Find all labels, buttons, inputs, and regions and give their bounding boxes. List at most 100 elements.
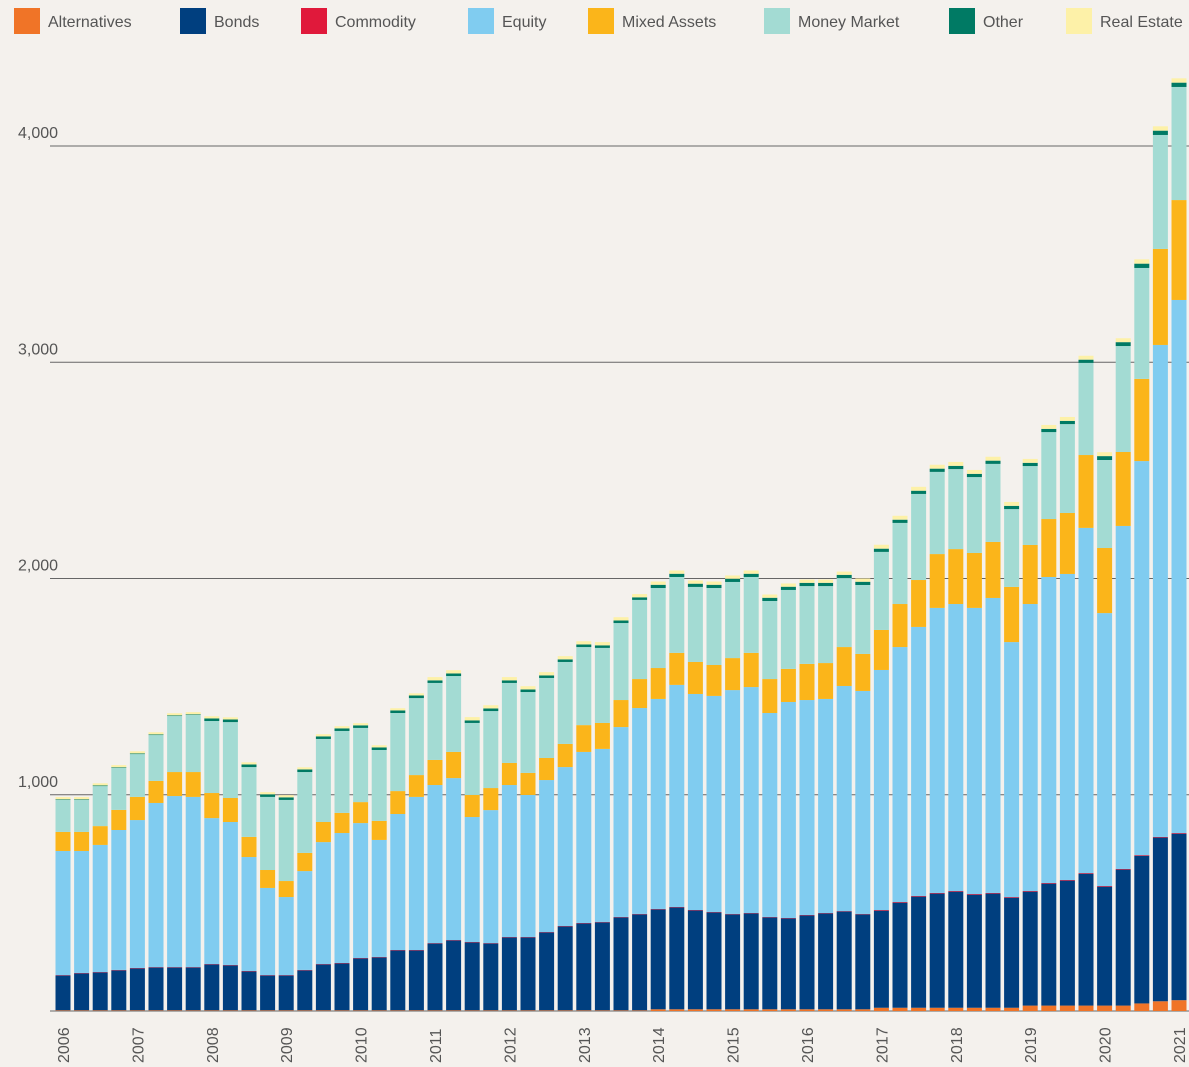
bar-segment [464,942,480,1011]
bar-segment [520,794,536,938]
bar-segment [1115,525,1131,869]
bar-segment [446,751,462,779]
bar-segment [576,923,592,1011]
bar-segment [539,757,555,781]
bar-segment [390,708,406,711]
bar-segment [706,588,722,665]
bar-segment [464,817,480,943]
bar-segment [873,551,889,630]
bar-segment [743,570,759,574]
bar-segment [1152,126,1168,131]
bar-segment [260,794,276,797]
bar-segment [371,957,387,1011]
bar-segment [483,810,499,944]
bar-segment [539,1010,555,1011]
bar-segment [873,544,889,549]
x-tick-label: 2020 [1098,1027,1115,1063]
bar-segment [613,917,629,1011]
bar-segment [892,902,908,1008]
bar-segment [892,647,908,903]
bar-segment [74,1010,90,1011]
bar-segment [948,604,964,891]
bar-segment [129,754,145,797]
bar-segment [55,797,71,800]
bar-segment [204,793,220,819]
bar-segment [687,586,703,662]
bar-segment [204,964,220,1011]
bar-segment [687,661,703,694]
bar-segment [1078,527,1094,874]
bar-segment [427,1010,443,1011]
bar-segment [650,588,666,669]
bar-segment [1022,458,1038,463]
bar-segment [501,937,517,1011]
bar-segment [111,809,127,830]
bar-segment [129,753,145,755]
bar-segment [1041,1005,1057,1011]
bar-segment [818,698,834,914]
bar-segment [278,897,294,976]
bar-segment [167,713,183,716]
bar-segment [985,460,1001,464]
bar-segment [297,852,313,872]
bar-segment [446,778,462,941]
bar-segment [892,522,908,605]
bar-segment [241,764,257,768]
bar-segment [315,964,331,1011]
x-tick-label: 2015 [726,1027,743,1063]
bar-segment [185,772,201,797]
bar-segment [948,461,964,466]
bar-segment [1022,462,1038,467]
bar-segment [167,772,183,797]
bar-segment [725,1009,741,1011]
bar-segment [1041,576,1057,883]
bar-segment [334,963,350,1011]
bar-segment [594,922,610,1011]
legend-label: Real Estate [1100,14,1183,31]
bar-segment [427,680,443,683]
bar-segment [706,1009,722,1011]
bar-segment [1115,1005,1131,1011]
bar-segment [185,712,201,715]
bar-segment [780,918,796,1010]
bar-segment [501,680,517,683]
bar-segment [762,597,778,601]
y-tick-label: 1,000 [18,774,58,791]
bar-segment [539,932,555,1011]
bar-segment [315,821,331,843]
bar-segment [1078,455,1094,528]
bar-segment [297,970,313,1011]
bar-segment [371,820,387,840]
bar-segment [92,972,108,1011]
bar-segment [669,1009,685,1011]
bar-segment [650,698,666,909]
bar-segment [743,573,759,577]
bar-segment [687,1009,703,1011]
bar-segment [501,785,517,938]
bar-segment [1171,833,1187,834]
x-tick-label: 2013 [577,1027,594,1063]
bar-segment [1134,259,1150,264]
bar-segment [1022,1005,1038,1011]
bar-segment [873,629,889,670]
bar-segment [1115,869,1131,1006]
bar-segment [204,716,220,719]
bar-segment [501,682,517,763]
bar-segment [669,573,685,577]
bar-segment [650,909,666,1010]
bar-segment [483,1010,499,1011]
bar-segment [167,715,183,717]
bar-segment [948,891,964,1008]
bar-segment [1078,1005,1094,1011]
bar-segment [315,734,331,737]
bar-segment [315,1010,331,1011]
x-tick-label: 2010 [354,1027,371,1063]
bar-segment [557,659,573,662]
bar-segment [557,1010,573,1011]
bar-segment [985,541,1001,598]
bar-segment [650,668,666,699]
bar-segment [725,575,741,579]
bar-segment [278,797,294,800]
bar-segment [520,689,536,693]
bar-segment [1097,886,1113,887]
